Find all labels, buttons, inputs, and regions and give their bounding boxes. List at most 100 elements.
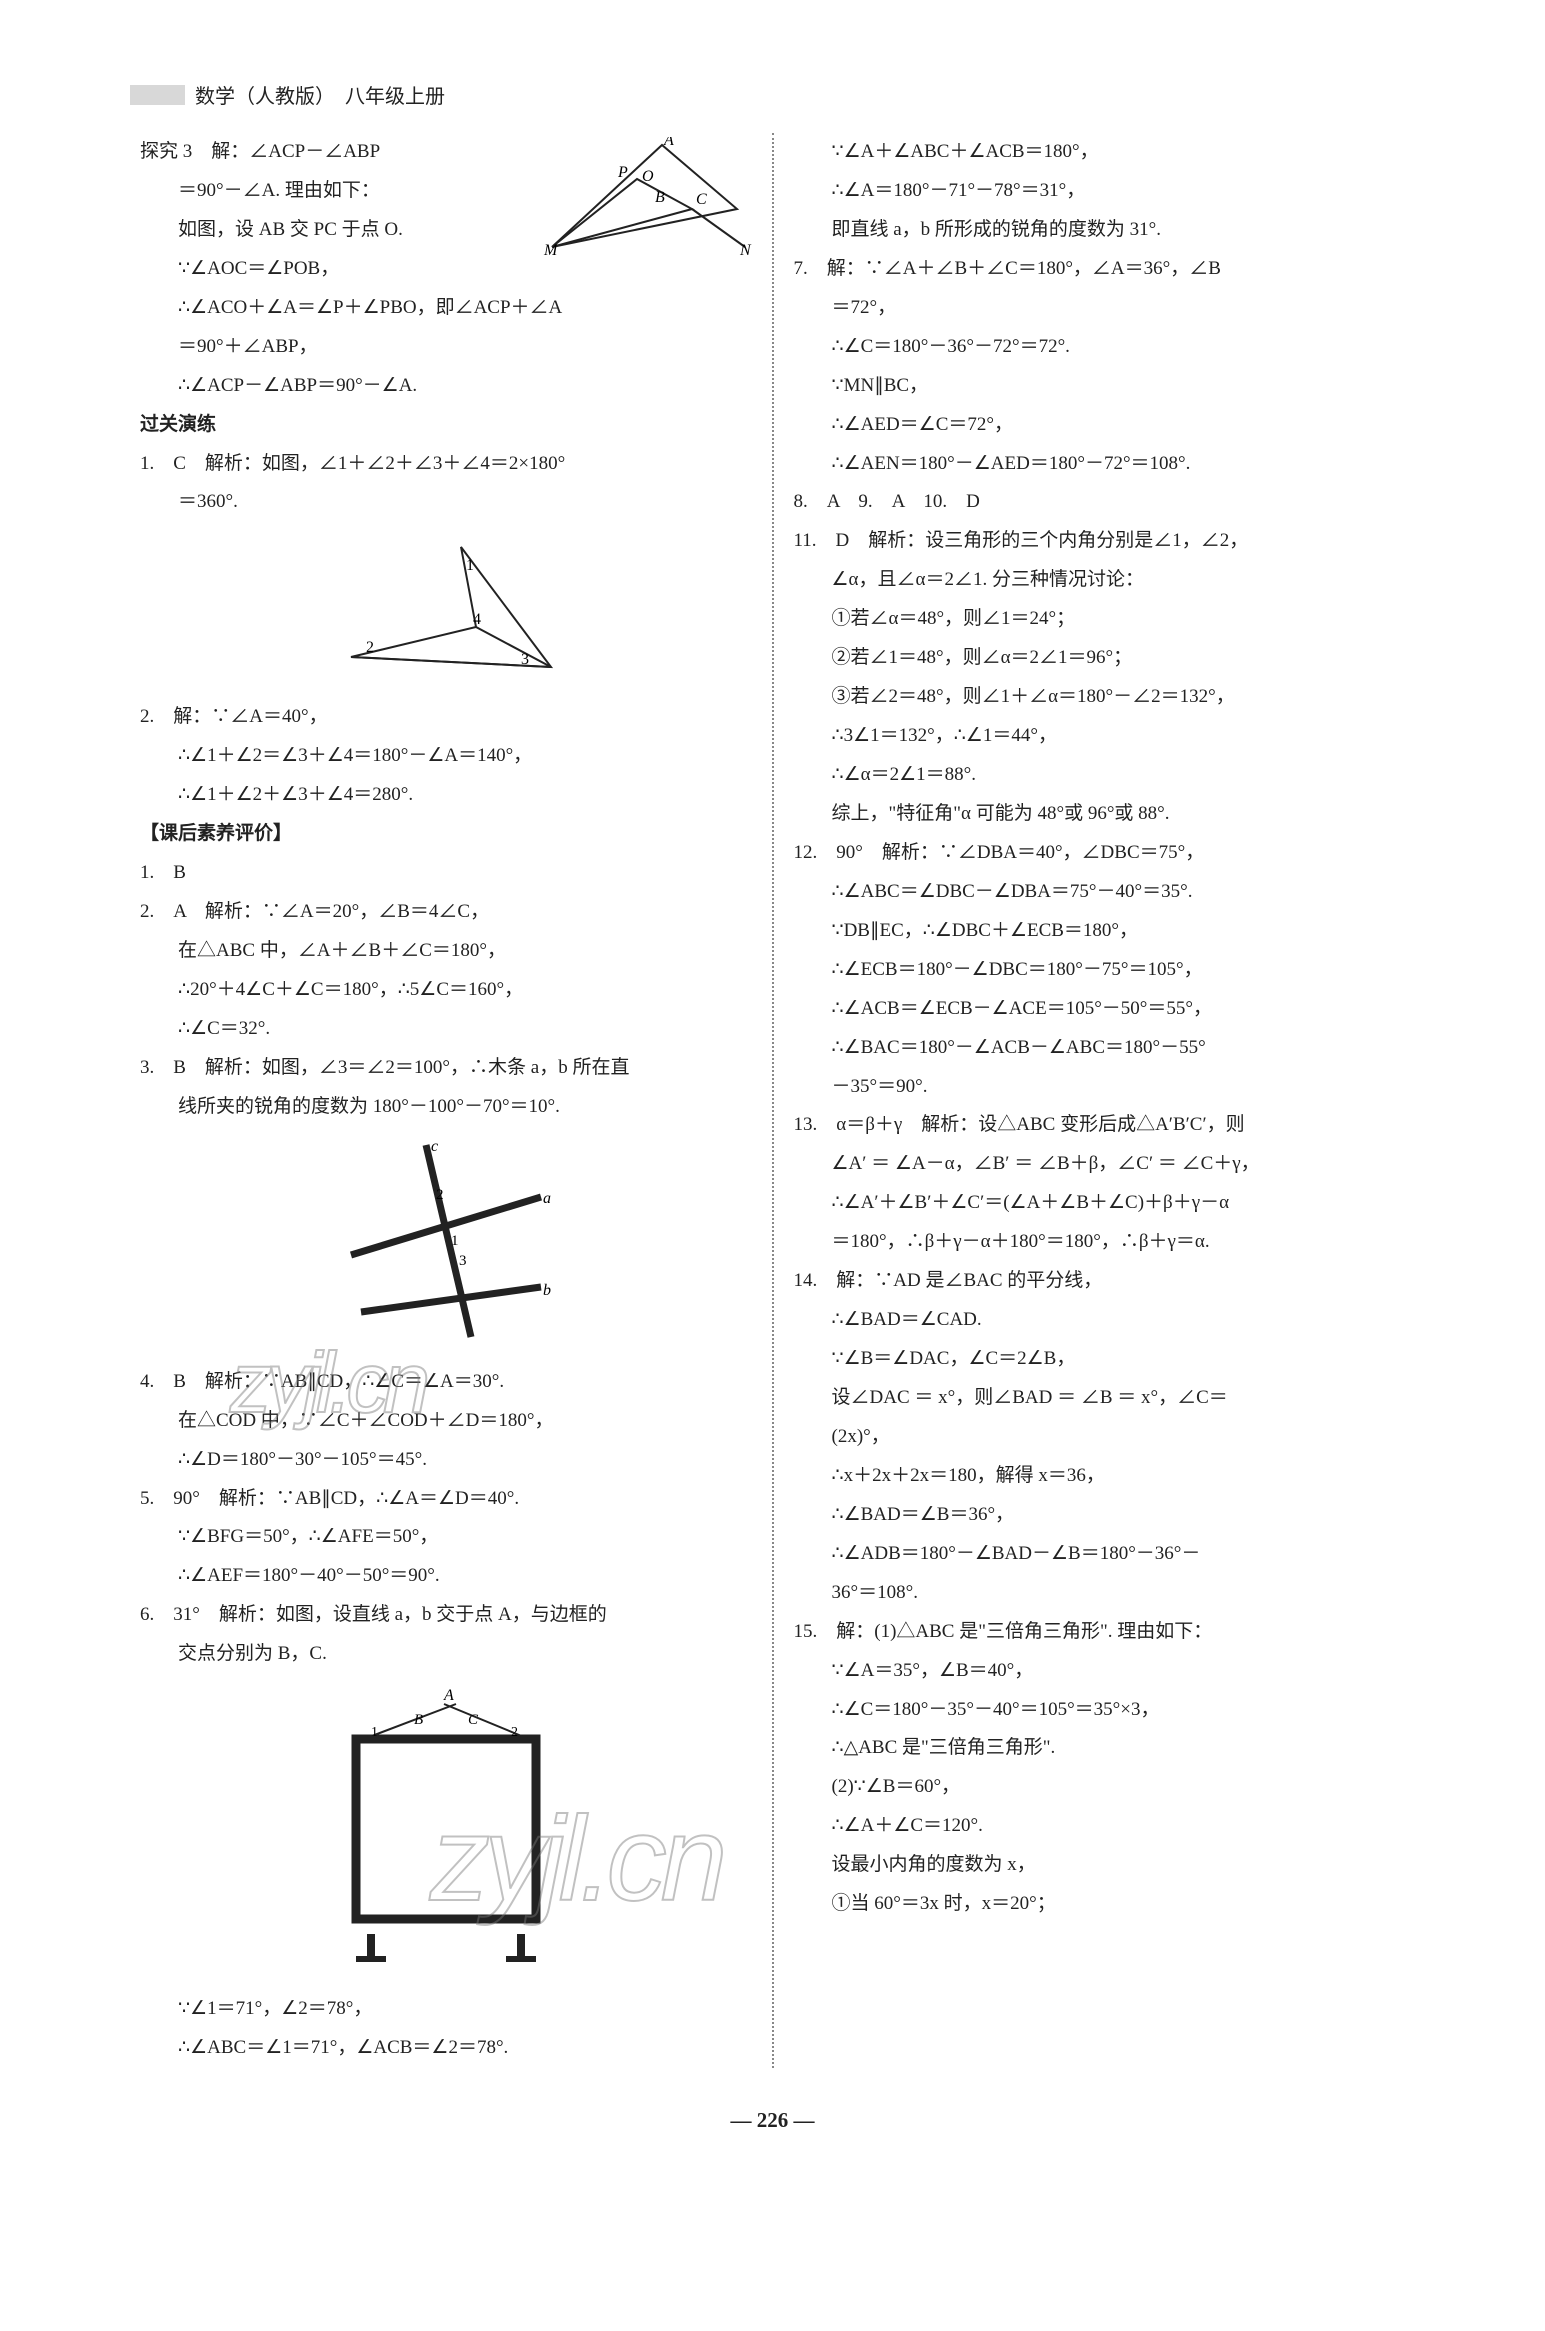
- svg-text:A: A: [443, 1687, 454, 1704]
- content-columns: A P O B C M N 探究 3 解：∠ACP－∠ABP ＝90°－∠A. …: [130, 133, 1415, 2068]
- text-line: ∴∠1＋∠2＝∠3＋∠4＝180°－∠A＝140°，: [140, 737, 752, 776]
- text-line: 设∠DAC ＝ x°，则∠BAD ＝ ∠B ＝ x°，∠C＝: [794, 1379, 1406, 1418]
- svg-text:2: 2: [511, 1725, 518, 1740]
- text-line: ∴∠A′＋∠B′＋∠C′＝(∠A＋∠B＋∠C)＋β＋γ－α: [794, 1184, 1406, 1223]
- svg-text:1: 1: [466, 557, 474, 574]
- svg-text:P: P: [617, 164, 628, 181]
- text-line: ∴∠ACP－∠ABP＝90°－∠A.: [140, 367, 752, 406]
- text-line: ∴∠D＝180°－30°－105°＝45°.: [140, 1441, 752, 1480]
- svg-text:M: M: [543, 242, 559, 257]
- svg-text:b: b: [543, 1282, 551, 1299]
- text-line: 6. 31° 解析：如图，设直线 a，b 交于点 A，与边框的: [140, 1596, 752, 1635]
- text-line: 即直线 a，b 所形成的锐角的度数为 31°.: [794, 211, 1406, 250]
- svg-text:O: O: [642, 168, 654, 185]
- svg-text:B: B: [655, 189, 665, 206]
- text-line: 1. B: [140, 854, 752, 893]
- text-line: 5. 90° 解析：∵AB∥CD，∴∠A＝∠D＝40°.: [140, 1480, 752, 1519]
- subject-label: 数学（人教版）: [195, 80, 335, 109]
- svg-text:3: 3: [459, 1253, 467, 1269]
- svg-text:2: 2: [366, 639, 374, 656]
- svg-text:2: 2: [436, 1187, 444, 1203]
- text-line: ∴∠C＝180°－36°－72°＝72°.: [794, 328, 1406, 367]
- text-line: ∵∠1＝71°，∠2＝78°，: [140, 1990, 752, 2029]
- text-line: ∴∠ADB＝180°－∠BAD－∠B＝180°－36°－: [794, 1535, 1406, 1574]
- text-line: ∵DB∥EC，∴∠DBC＋∠ECB＝180°，: [794, 912, 1406, 951]
- text-line: ①若∠α＝48°，则∠1＝24°；: [794, 600, 1406, 639]
- text-line: 15. 解：(1)△ABC 是"三倍角三角形". 理由如下：: [794, 1613, 1406, 1652]
- text-line: ∴∠BAD＝∠B＝36°，: [794, 1496, 1406, 1535]
- text-line: 11. D 解析：设三角形的三个内角分别是∠1，∠2，: [794, 522, 1406, 561]
- text-line: 36°＝108°.: [794, 1574, 1406, 1613]
- text-line: ∴∠AED＝∠C＝72°，: [794, 406, 1406, 445]
- figure-4: A B C 1 2: [140, 1684, 752, 1980]
- figure-3: c a b 2 1 3: [140, 1137, 752, 1353]
- text-line: 设最小内角的度数为 x，: [794, 1846, 1406, 1885]
- text-line: 13. α＝β＋γ 解析：设△ABC 变形后成△A′B′C′，则: [794, 1106, 1406, 1145]
- text-line: ∴∠BAD＝∠CAD.: [794, 1301, 1406, 1340]
- text-line: 在△COD 中，∵∠C＋∠COD＋∠D＝180°，: [140, 1402, 752, 1441]
- text-line: ＝90°＋∠ABP，: [140, 328, 752, 367]
- text-line: ∴∠α＝2∠1＝88°.: [794, 756, 1406, 795]
- text-line: 1. C 解析：如图，∠1＋∠2＋∠3＋∠4＝2×180°: [140, 445, 752, 484]
- text-line: 2. A 解析：∵∠A＝20°，∠B＝4∠C，: [140, 893, 752, 932]
- figure-1: A P O B C M N: [542, 137, 752, 263]
- right-column: ∵∠A＋∠ABC＋∠ACB＝180°， ∴∠A＝180°－71°－78°＝31°…: [784, 133, 1416, 2068]
- text-line: ∴x＋2x＋2x＝180，解得 x＝36，: [794, 1457, 1406, 1496]
- text-line: ①当 60°＝3x 时，x＝20°；: [794, 1885, 1406, 1924]
- page-number: — 226 —: [130, 2108, 1415, 2133]
- text-line: ＝72°，: [794, 289, 1406, 328]
- text-line: (2)∵∠B＝60°，: [794, 1768, 1406, 1807]
- text-line: ∵MN∥BC，: [794, 367, 1406, 406]
- section-heading: 过关演练: [140, 406, 752, 445]
- text-line: 14. 解：∵AD 是∠BAC 的平分线，: [794, 1262, 1406, 1301]
- text-line: ∴∠A＋∠C＝120°.: [794, 1807, 1406, 1846]
- svg-text:a: a: [543, 1190, 551, 1207]
- text-line: 交点分别为 B，C.: [140, 1635, 752, 1674]
- svg-text:4: 4: [473, 611, 481, 628]
- text-line: 4. B 解析：∵AB∥CD，∴∠C＝∠A＝30°.: [140, 1363, 752, 1402]
- svg-text:3: 3: [521, 651, 529, 668]
- text-line: 线所夹的锐角的度数为 180°－100°－70°＝10°.: [140, 1088, 752, 1127]
- grade-label: 八年级上册: [345, 80, 445, 109]
- text-line: ∴20°＋4∠C＋∠C＝180°，∴5∠C＝160°，: [140, 971, 752, 1010]
- figure-2: 1 2 3 4: [140, 532, 752, 688]
- text-line: (2x)°，: [794, 1418, 1406, 1457]
- text-line: ∴∠BAC＝180°－∠ACB－∠ABC＝180°－55°: [794, 1029, 1406, 1068]
- text-line: ∵∠B＝∠DAC，∠C＝2∠B，: [794, 1340, 1406, 1379]
- text-line: 在△ABC 中，∠A＋∠B＋∠C＝180°，: [140, 932, 752, 971]
- page-header: 数学（人教版） 八年级上册: [130, 80, 1415, 109]
- text-line: ∴∠ABC＝∠1＝71°，∠ACB＝∠2＝78°.: [140, 2029, 752, 2068]
- text-line: ∠α，且∠α＝2∠1. 分三种情况讨论：: [794, 561, 1406, 600]
- svg-text:A: A: [663, 137, 674, 149]
- svg-text:C: C: [468, 1712, 479, 1728]
- text-line: ∴∠C＝180°－35°－40°＝105°＝35°×3，: [794, 1691, 1406, 1730]
- text-line: ∴∠ECB＝180°－∠DBC＝180°－75°＝105°，: [794, 951, 1406, 990]
- text-line: －35°＝90°.: [794, 1068, 1406, 1107]
- text-line: ∵∠BFG＝50°，∴∠AFE＝50°，: [140, 1518, 752, 1557]
- text-line: ＝180°，∴β＋γ－α＋180°＝180°，∴β＋γ＝α.: [794, 1223, 1406, 1262]
- page: 数学（人教版） 八年级上册 A P O B C M N 探究 3 解：: [0, 0, 1545, 2193]
- header-bar: [130, 85, 185, 105]
- text-line: ∴∠1＋∠2＋∠3＋∠4＝280°.: [140, 776, 752, 815]
- column-divider: [772, 133, 774, 2068]
- text-line: 12. 90° 解析：∵∠DBA＝40°，∠DBC＝75°，: [794, 834, 1406, 873]
- text-line: ∴3∠1＝132°，∴∠1＝44°，: [794, 717, 1406, 756]
- text-line: 8. A 9. A 10. D: [794, 483, 1406, 522]
- text-line: ∴∠ACO＋∠A＝∠P＋∠PBO，即∠ACP＋∠A: [140, 289, 752, 328]
- svg-text:C: C: [696, 191, 707, 208]
- text-line: ∴∠ACB＝∠ECB－∠ACE＝105°－50°＝55°，: [794, 990, 1406, 1029]
- text-line: 7. 解：∵∠A＋∠B＋∠C＝180°，∠A＝36°，∠B: [794, 250, 1406, 289]
- text-line: ∴∠C＝32°.: [140, 1010, 752, 1049]
- text-line: ②若∠1＝48°，则∠α＝2∠1＝96°；: [794, 639, 1406, 678]
- text-line: ∵∠A＝35°，∠B＝40°，: [794, 1652, 1406, 1691]
- svg-text:c: c: [431, 1138, 438, 1155]
- text-line: ∴∠ABC＝∠DBC－∠DBA＝75°－40°＝35°.: [794, 873, 1406, 912]
- svg-text:B: B: [414, 1712, 423, 1728]
- text-line: 综上，"特征角"α 可能为 48°或 96°或 88°.: [794, 795, 1406, 834]
- left-column: A P O B C M N 探究 3 解：∠ACP－∠ABP ＝90°－∠A. …: [130, 133, 762, 2068]
- text-line: ∠A′ ＝ ∠A－α，∠B′ ＝ ∠B＋β，∠C′ ＝ ∠C＋γ，: [794, 1145, 1406, 1184]
- text-line: ∴△ABC 是"三倍角三角形".: [794, 1729, 1406, 1768]
- section-heading: 【课后素养评价】: [140, 815, 752, 854]
- text-line: ∴∠A＝180°－71°－78°＝31°，: [794, 172, 1406, 211]
- text-line: 2. 解：∵∠A＝40°，: [140, 698, 752, 737]
